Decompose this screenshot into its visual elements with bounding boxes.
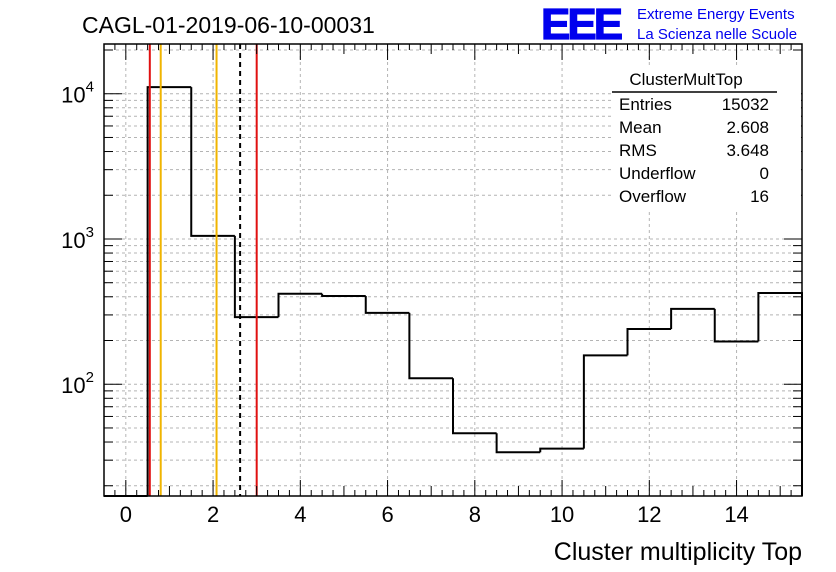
stats-label: Entries <box>619 95 672 114</box>
stats-box: ClusterMultTop Entries 15032 Mean 2.608 RMS 3… <box>612 65 801 210</box>
y-tick-label: 103 <box>61 224 94 253</box>
histogram-bin <box>321 293 366 297</box>
histogram-bin <box>146 86 192 496</box>
histogram-bin <box>539 447 584 453</box>
stats-value: 0 <box>760 164 769 183</box>
histogram-bin <box>233 235 279 319</box>
histogram-bin <box>713 308 759 343</box>
histogram-bin <box>626 328 672 356</box>
histogram-bin <box>277 292 323 318</box>
marker-lines <box>148 44 258 496</box>
histogram-bin <box>495 433 541 454</box>
stats-value: 16 <box>750 187 769 206</box>
logo-line-1: Extreme Energy Events <box>637 6 795 23</box>
x-tick-label: 6 <box>381 502 393 527</box>
stats-value: 2.608 <box>726 118 769 137</box>
histogram-bin <box>364 295 410 314</box>
histogram-bins <box>104 86 803 497</box>
histogram-bin <box>582 354 628 449</box>
stats-label: Underflow <box>619 164 696 183</box>
y-tick-label: 104 <box>61 79 94 108</box>
histogram-bin <box>757 291 803 496</box>
stats-label: RMS <box>619 141 657 160</box>
x-tick-label: 12 <box>637 502 661 527</box>
plot-frame <box>103 43 803 497</box>
x-tick-label: 14 <box>724 502 748 527</box>
x-tick-label: 0 <box>120 502 132 527</box>
x-tick-label: 10 <box>550 502 574 527</box>
stats-value: 3.648 <box>726 141 769 160</box>
stats-label: Mean <box>619 118 662 137</box>
axes: 102 103 104 0 2 4 6 8 10 12 14 <box>61 44 803 527</box>
logo-line-2: La Scienza nelle Scuole <box>637 26 797 43</box>
x-tick-label: 2 <box>207 502 219 527</box>
x-tick-label: 4 <box>294 502 306 527</box>
histogram-bin <box>670 307 715 330</box>
x-tick-label: 8 <box>469 502 481 527</box>
stats-label: Overflow <box>619 187 687 206</box>
histogram-bin <box>408 312 453 380</box>
y-tick-label: 102 <box>61 369 94 398</box>
eee-logo: EEE <box>541 0 622 49</box>
stats-title: ClusterMultTop <box>629 70 742 89</box>
stats-value: 15032 <box>722 95 769 114</box>
run-title: CAGL-01-2019-06-10-00031 <box>82 12 375 38</box>
histogram-bin <box>190 87 235 237</box>
histogram-bin <box>452 378 497 435</box>
x-axis-label: Cluster multiplicity Top <box>554 538 802 566</box>
